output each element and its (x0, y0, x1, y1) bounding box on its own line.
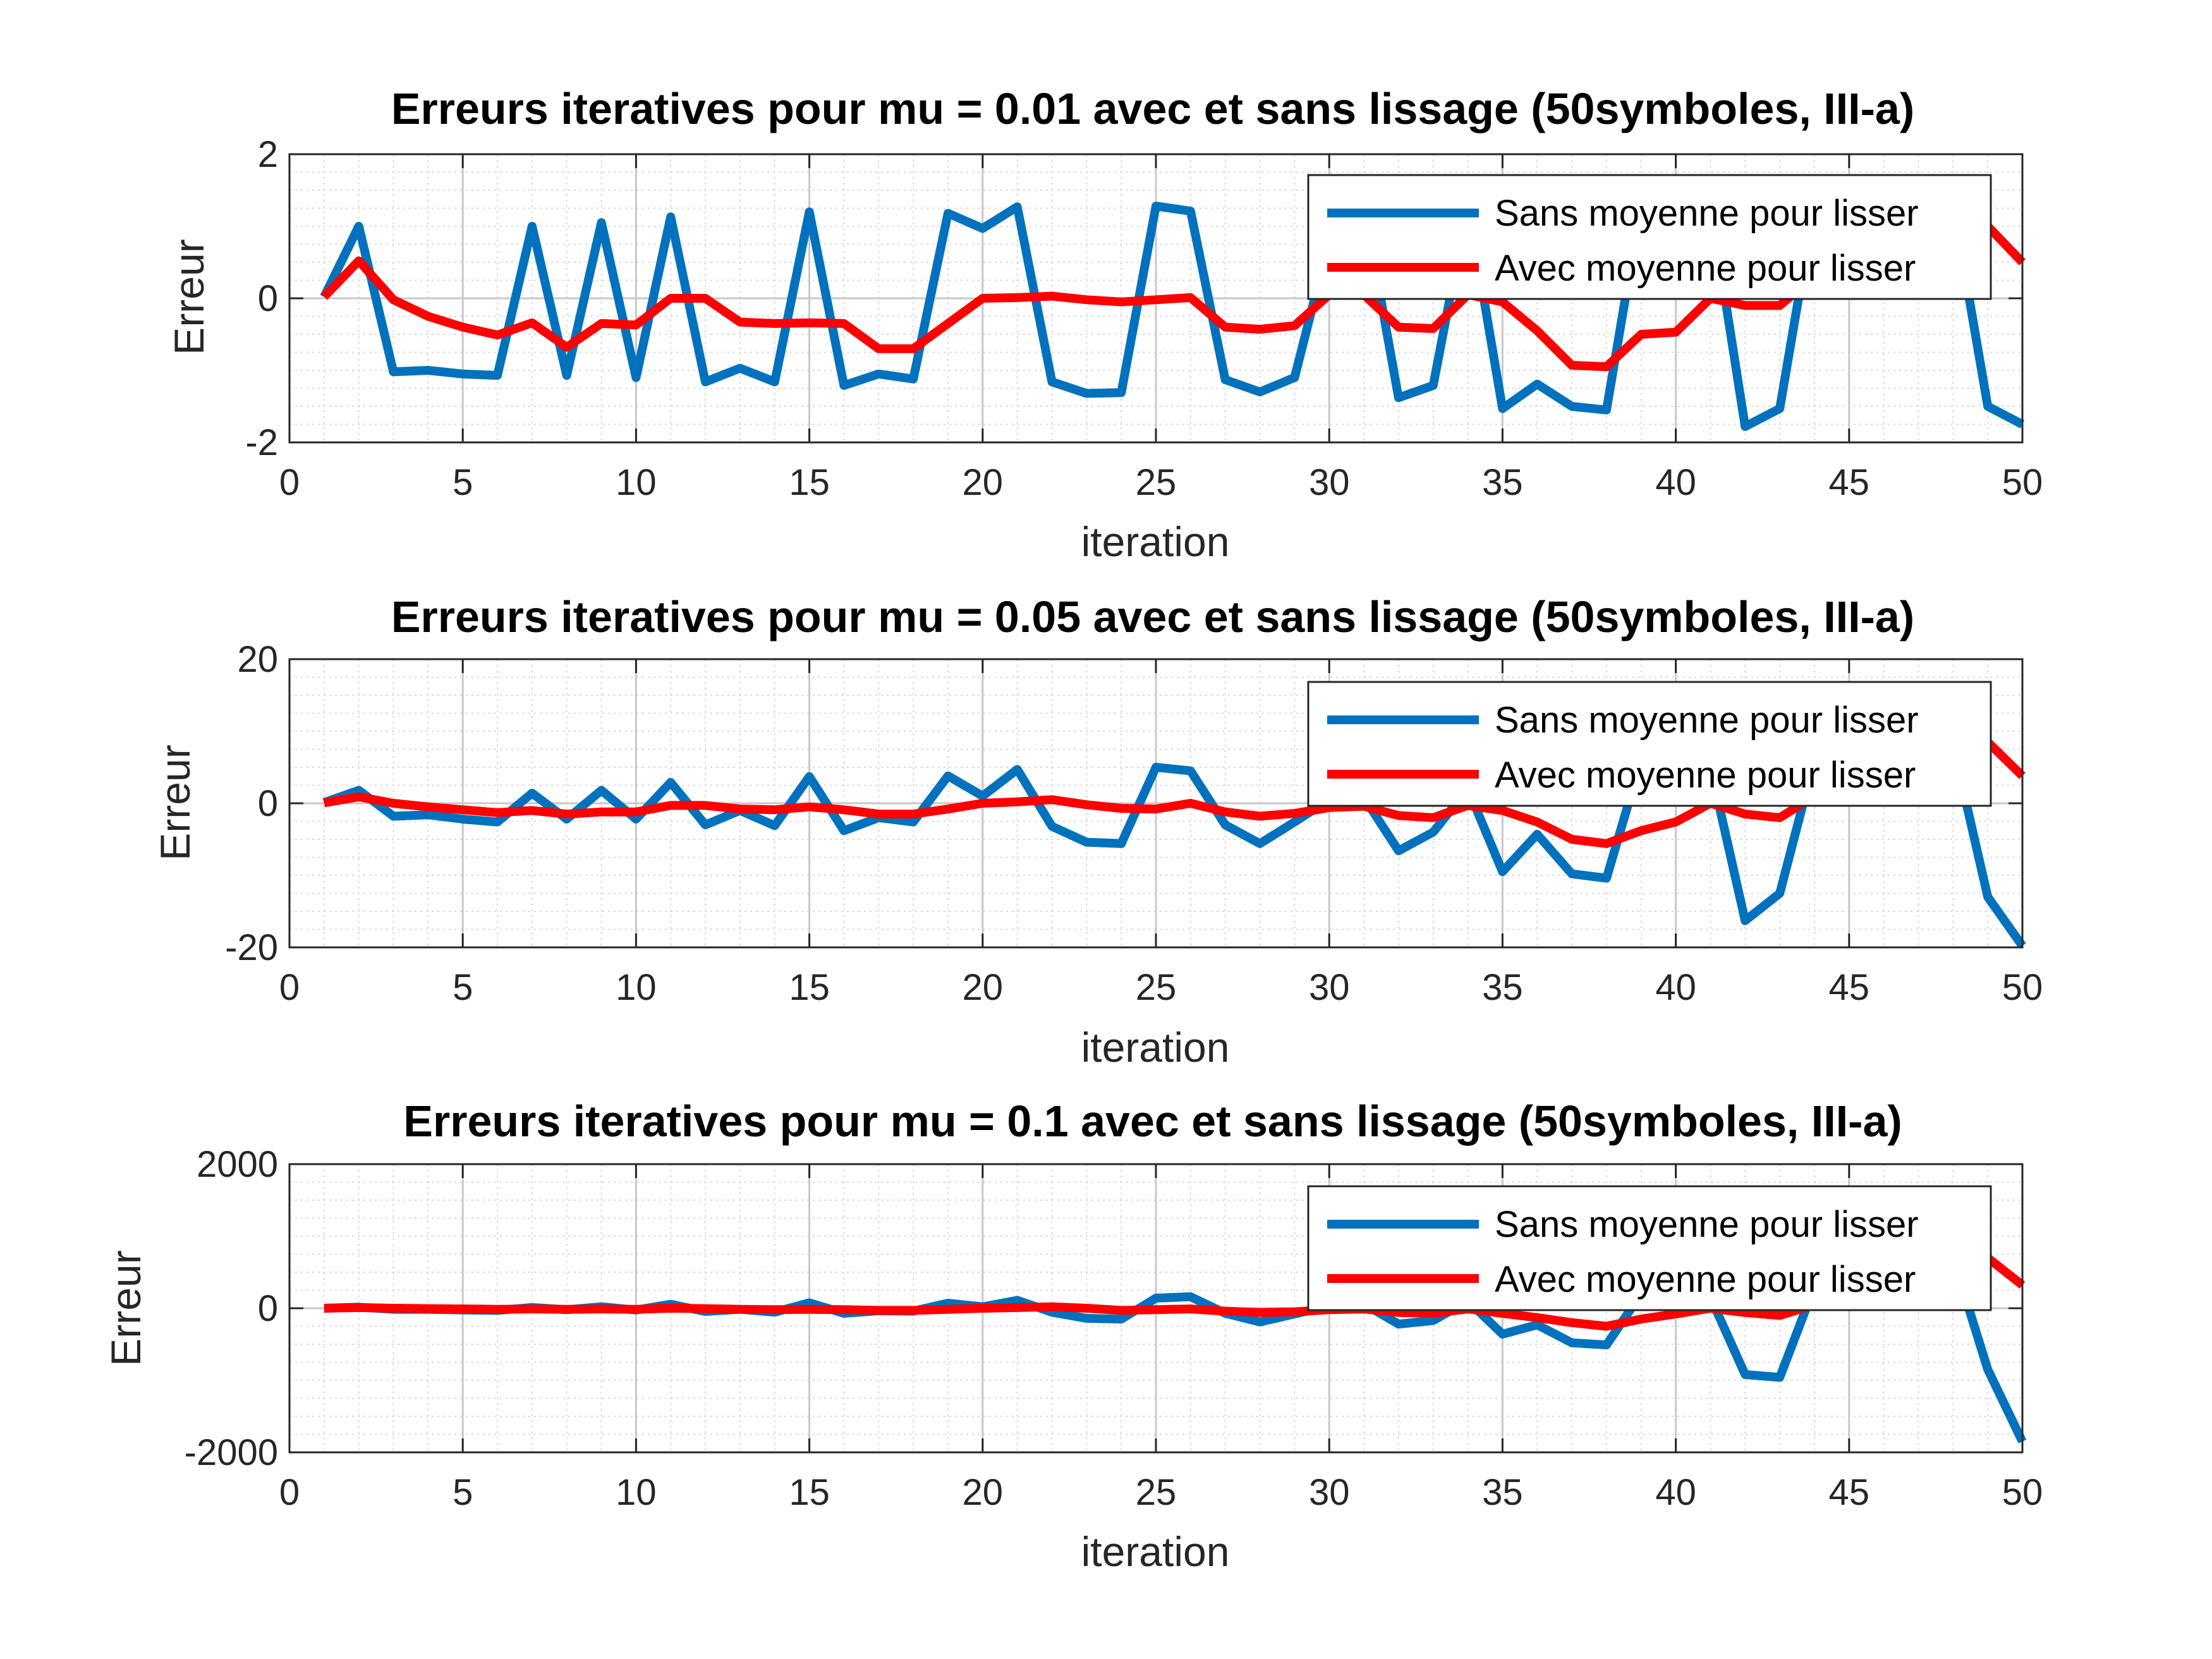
subplot-2-xtick-label: 50 (2002, 967, 2043, 1008)
subplot-1-xtick-label: 25 (1136, 462, 1177, 503)
subplot-3-ytick-label: 0 (258, 1288, 278, 1329)
subplot-2-ytick-label: -20 (225, 927, 278, 968)
subplot-1-xtick-label: 20 (963, 462, 1004, 503)
subplot-1-xtick-label: 35 (1482, 462, 1523, 503)
subplot-3-series-avec-line (324, 1253, 2026, 1331)
subplot-2-ytick-label: 0 (258, 783, 278, 824)
subplot-2-xtick-label: 30 (1309, 967, 1350, 1008)
subplot-1-xlabel: iteration (1081, 518, 1230, 565)
subplot-3-legend: Sans moyenne pour lisser Avec moyenne po… (1307, 1185, 1992, 1311)
subplot-3-legend-label-avec: Avec moyenne pour lisser (1495, 1259, 1916, 1300)
subplot-2-legend-box (1307, 681, 1992, 807)
subplot-1-xtick-label: 5 (453, 462, 473, 503)
subplot-3-xtick-label: 15 (789, 1472, 830, 1513)
subplot-2-xtick-label: 5 (453, 967, 473, 1008)
subplot-2-series-avec-line (323, 738, 2026, 848)
subplot-2-legend-label-sans: Sans moyenne pour lisser (1495, 700, 1919, 741)
subplot-1-legend-box (1307, 174, 1992, 300)
subplot-3-xtick-label: 45 (1829, 1472, 1870, 1513)
subplot-1-ytick-label: 2 (258, 134, 278, 175)
subplot-2-series-sans-line (322, 741, 2026, 949)
subplot-3-legend-box (1307, 1185, 1992, 1311)
subplot-1-ytick-label: -2 (245, 422, 278, 463)
subplot-1-legend-label-avec: Avec moyenne pour lisser (1495, 248, 1916, 289)
subplot-3-ytick-label: 2000 (197, 1144, 278, 1185)
subplot-1-xtick-label: 0 (279, 462, 300, 503)
subplot-2-ylabel: Erreur (152, 744, 198, 860)
subplot-1-xtick-label: 50 (2002, 462, 2043, 503)
subplot-2-xtick-label: 45 (1829, 967, 1870, 1008)
subplot-3-xtick-label: 50 (2002, 1472, 2043, 1513)
subplot-3: Erreurs iteratives pour mu = 0.1 avec et… (102, 1097, 2043, 1575)
subplot-2: Erreurs iteratives pour mu = 0.05 avec e… (152, 592, 2043, 1071)
subplot-3-xtick-label: 10 (616, 1472, 657, 1513)
subplot-3-xtick-label: 35 (1482, 1472, 1523, 1513)
subplot-2-legend-label-avec: Avec moyenne pour lisser (1495, 755, 1916, 796)
subplot-2-legend: Sans moyenne pour lisser Avec moyenne po… (1307, 681, 1992, 807)
subplot-3-xtick-label: 20 (963, 1472, 1004, 1513)
subplot-1: Erreurs iteratives pour mu = 0.01 avec e… (166, 84, 2043, 565)
subplot-3-xtick-label: 40 (1655, 1472, 1696, 1513)
subplot-3-title: Erreurs iteratives pour mu = 0.1 avec et… (403, 1097, 1902, 1146)
subplot-2-xtick-label: 0 (279, 967, 300, 1008)
subplot-3-xlabel: iteration (1081, 1528, 1230, 1575)
subplot-2-xtick-label: 35 (1482, 967, 1523, 1008)
subplot-1-xtick-label: 40 (1655, 462, 1696, 503)
subplot-3-xtick-label: 25 (1136, 1472, 1177, 1513)
subplot-2-ytick-label: 20 (237, 639, 278, 680)
subplot-3-ytick-label: -2000 (185, 1432, 278, 1473)
subplot-3-xtick-label: 30 (1309, 1472, 1350, 1513)
subplot-1-series-sans-line (320, 200, 2025, 431)
subplot-2-xtick-label: 40 (1655, 967, 1696, 1008)
subplot-2-xtick-label: 10 (616, 967, 657, 1008)
subplot-3-legend-label-sans: Sans moyenne pour lisser (1495, 1204, 1919, 1245)
subplot-3-xtick-label: 5 (453, 1472, 473, 1513)
subplot-1-series-avec-line (320, 222, 2026, 372)
subplot-1-xtick-label: 45 (1829, 462, 1870, 503)
subplot-1-xtick-label: 30 (1309, 462, 1350, 503)
subplot-2-xlabel: iteration (1081, 1024, 1230, 1071)
subplot-2-title: Erreurs iteratives pour mu = 0.05 avec e… (391, 592, 1914, 641)
subplot-1-title: Erreurs iteratives pour mu = 0.01 avec e… (391, 84, 1914, 133)
subplot-1-legend: Sans moyenne pour lisser Avec moyenne po… (1307, 174, 1992, 300)
subplot-1-xtick-label: 15 (789, 462, 830, 503)
subplot-2-xtick-label: 15 (789, 967, 830, 1008)
subplot-1-ytick-label: 0 (258, 278, 278, 319)
subplot-1-ylabel: Erreur (166, 239, 212, 355)
subplot-2-xtick-label: 25 (1136, 967, 1177, 1008)
subplot-1-legend-label-sans: Sans moyenne pour lisser (1495, 193, 1919, 234)
subplot-3-ylabel: Erreur (102, 1250, 149, 1366)
subplot-2-xtick-label: 20 (963, 967, 1004, 1008)
subplot-3-xtick-label: 0 (279, 1472, 300, 1513)
subplot-1-xtick-label: 10 (616, 462, 657, 503)
